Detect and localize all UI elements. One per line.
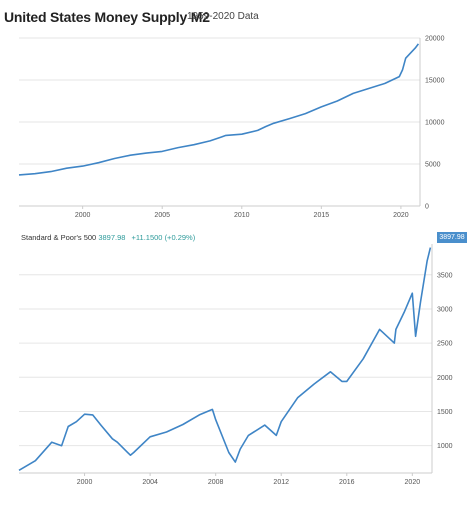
sp500-x-tick-label: 2008	[208, 479, 224, 486]
legend-last-value: 3897.98	[98, 233, 126, 242]
m2-y-tick-label: 5000	[425, 162, 441, 169]
sp500-y-tick-label: 1500	[437, 409, 453, 416]
last-value-badge: 3897.98	[437, 232, 467, 243]
m2-x-tick-label: 2000	[75, 212, 91, 219]
sp500-y-tick-label: 3000	[437, 306, 453, 313]
m2-x-tick-label: 2020	[393, 212, 409, 219]
m2-y-tick-label: 20000	[425, 36, 445, 43]
sp500-x-tick-label: 2000	[77, 479, 93, 486]
m2-x-tick-label: 2005	[154, 212, 170, 219]
m2-series-line	[18, 43, 420, 176]
sp500-x-tick-label: 2004	[142, 479, 158, 486]
m2-x-tick-label: 2010	[234, 212, 250, 219]
legend-change: +11.1500 (+0.29%)	[131, 233, 196, 242]
sp500-y-tick-label: 2500	[437, 341, 453, 348]
sp500-y-tick-label: 2000	[437, 375, 453, 382]
sp500-series-line	[18, 247, 432, 471]
sp500-legend: Standard & Poor's 500 3897.98 +11.1500 (…	[21, 233, 195, 242]
sp500-x-tick-label: 2016	[339, 479, 355, 486]
sp500-chart-panel: 1000 1500 2000 2500 3000 3500 2000 2004 2008 2012…	[0, 228, 468, 500]
m2-chart-panel: 0 5000 10000 15000 20000 2000 2005 2010 2015 2020	[0, 34, 468, 224]
sp500-x-tick-label: 2020	[405, 479, 421, 486]
sp500-y-tick-label: 1000	[437, 443, 453, 450]
sp500-chart: 1000 1500 2000 2500 3000 3500 2000 2004 2008 2012…	[18, 244, 453, 486]
m2-x-tick-label: 2015	[314, 212, 330, 219]
sp500-y-tick-label: 3500	[437, 272, 453, 279]
header: United States Money Supply M2 1959-2020 …	[0, 0, 468, 34]
page-title: United States Money Supply M2	[4, 9, 210, 25]
page-subtitle: 1959-2020 Data	[187, 11, 259, 22]
legend-series-name: Standard & Poor's 500	[21, 233, 97, 242]
m2-y-tick-label: 15000	[425, 78, 445, 85]
m2-y-tick-label: 0	[425, 204, 429, 211]
m2-y-tick-label: 10000	[425, 120, 445, 127]
sp500-x-tick-label: 2012	[273, 479, 289, 486]
m2-chart: 0 5000 10000 15000 20000 2000 2005 2010 2015 2020	[18, 36, 445, 219]
